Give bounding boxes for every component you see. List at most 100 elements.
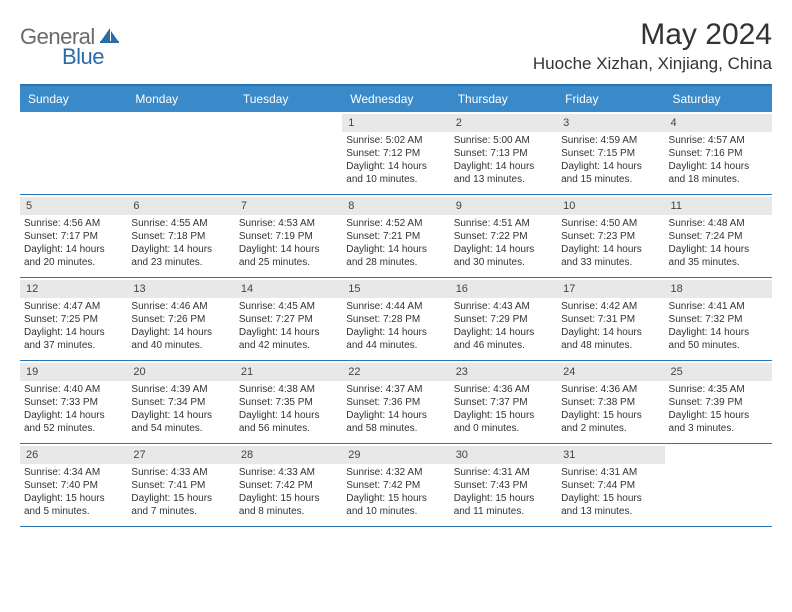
daylight-line-2: and 7 minutes.: [131, 505, 230, 518]
sunset-line: Sunset: 7:41 PM: [131, 479, 230, 492]
day-number: 9: [450, 197, 557, 215]
day-header: Sunday: [20, 86, 127, 112]
calendar-cell: 18Sunrise: 4:41 AMSunset: 7:32 PMDayligh…: [665, 278, 772, 360]
sunset-line: Sunset: 7:44 PM: [561, 479, 660, 492]
sunrise-line: Sunrise: 4:56 AM: [24, 217, 123, 230]
day-header: Thursday: [450, 86, 557, 112]
sunrise-line: Sunrise: 5:00 AM: [454, 134, 553, 147]
calendar-week: 19Sunrise: 4:40 AMSunset: 7:33 PMDayligh…: [20, 361, 772, 444]
sunrise-line: Sunrise: 4:33 AM: [131, 466, 230, 479]
day-header: Wednesday: [342, 86, 449, 112]
daylight-line-1: Daylight: 14 hours: [669, 160, 768, 173]
daylight-line-1: Daylight: 14 hours: [24, 243, 123, 256]
sunset-line: Sunset: 7:15 PM: [561, 147, 660, 160]
daylight-line-1: Daylight: 15 hours: [131, 492, 230, 505]
day-number: 26: [20, 446, 127, 464]
calendar-cell: 3Sunrise: 4:59 AMSunset: 7:15 PMDaylight…: [557, 112, 664, 194]
sunset-line: Sunset: 7:33 PM: [24, 396, 123, 409]
sunset-line: Sunset: 7:34 PM: [131, 396, 230, 409]
calendar-cell: 16Sunrise: 4:43 AMSunset: 7:29 PMDayligh…: [450, 278, 557, 360]
daylight-line-2: and 52 minutes.: [24, 422, 123, 435]
calendar-cell: 29Sunrise: 4:32 AMSunset: 7:42 PMDayligh…: [342, 444, 449, 526]
daylight-line-1: Daylight: 15 hours: [669, 409, 768, 422]
calendar-cell: .: [127, 112, 234, 194]
sunset-line: Sunset: 7:24 PM: [669, 230, 768, 243]
daylight-line-1: Daylight: 14 hours: [346, 409, 445, 422]
sunrise-line: Sunrise: 4:53 AM: [239, 217, 338, 230]
calendar-cell: 22Sunrise: 4:37 AMSunset: 7:36 PMDayligh…: [342, 361, 449, 443]
daylight-line-1: Daylight: 14 hours: [131, 409, 230, 422]
calendar-cell: 4Sunrise: 4:57 AMSunset: 7:16 PMDaylight…: [665, 112, 772, 194]
sunset-line: Sunset: 7:25 PM: [24, 313, 123, 326]
calendar-cell: 20Sunrise: 4:39 AMSunset: 7:34 PMDayligh…: [127, 361, 234, 443]
sunset-line: Sunset: 7:16 PM: [669, 147, 768, 160]
daylight-line-1: Daylight: 15 hours: [561, 409, 660, 422]
daylight-line-2: and 48 minutes.: [561, 339, 660, 352]
daylight-line-2: and 0 minutes.: [454, 422, 553, 435]
day-number: 21: [235, 363, 342, 381]
calendar-cell: 10Sunrise: 4:50 AMSunset: 7:23 PMDayligh…: [557, 195, 664, 277]
day-number: 28: [235, 446, 342, 464]
daylight-line-1: Daylight: 15 hours: [346, 492, 445, 505]
calendar-cell: 11Sunrise: 4:48 AMSunset: 7:24 PMDayligh…: [665, 195, 772, 277]
calendar-week: ...1Sunrise: 5:02 AMSunset: 7:12 PMDayli…: [20, 112, 772, 195]
sunrise-line: Sunrise: 4:39 AM: [131, 383, 230, 396]
calendar-cell: 19Sunrise: 4:40 AMSunset: 7:33 PMDayligh…: [20, 361, 127, 443]
sunrise-line: Sunrise: 4:57 AM: [669, 134, 768, 147]
day-number: 6: [127, 197, 234, 215]
sunrise-line: Sunrise: 4:59 AM: [561, 134, 660, 147]
calendar-week: 26Sunrise: 4:34 AMSunset: 7:40 PMDayligh…: [20, 444, 772, 527]
calendar-cell: 12Sunrise: 4:47 AMSunset: 7:25 PMDayligh…: [20, 278, 127, 360]
sunrise-line: Sunrise: 4:36 AM: [454, 383, 553, 396]
sunrise-line: Sunrise: 4:44 AM: [346, 300, 445, 313]
daylight-line-1: Daylight: 15 hours: [561, 492, 660, 505]
day-number: 30: [450, 446, 557, 464]
daylight-line-2: and 35 minutes.: [669, 256, 768, 269]
sunset-line: Sunset: 7:36 PM: [346, 396, 445, 409]
sunset-line: Sunset: 7:17 PM: [24, 230, 123, 243]
calendar-cell: 2Sunrise: 5:00 AMSunset: 7:13 PMDaylight…: [450, 112, 557, 194]
daylight-line-2: and 3 minutes.: [669, 422, 768, 435]
daylight-line-2: and 54 minutes.: [131, 422, 230, 435]
day-number: 23: [450, 363, 557, 381]
sunrise-line: Sunrise: 5:02 AM: [346, 134, 445, 147]
calendar-cell: 24Sunrise: 4:36 AMSunset: 7:38 PMDayligh…: [557, 361, 664, 443]
sunset-line: Sunset: 7:35 PM: [239, 396, 338, 409]
calendar-cell: .: [235, 112, 342, 194]
calendar-cell: 15Sunrise: 4:44 AMSunset: 7:28 PMDayligh…: [342, 278, 449, 360]
calendar-week: 5Sunrise: 4:56 AMSunset: 7:17 PMDaylight…: [20, 195, 772, 278]
calendar-cell: 9Sunrise: 4:51 AMSunset: 7:22 PMDaylight…: [450, 195, 557, 277]
daylight-line-2: and 40 minutes.: [131, 339, 230, 352]
daylight-line-1: Daylight: 14 hours: [669, 243, 768, 256]
daylight-line-1: Daylight: 15 hours: [454, 492, 553, 505]
daylight-line-2: and 10 minutes.: [346, 505, 445, 518]
sunset-line: Sunset: 7:42 PM: [346, 479, 445, 492]
day-header: Monday: [127, 86, 234, 112]
day-number: 17: [557, 280, 664, 298]
day-number: 1: [342, 114, 449, 132]
daylight-line-1: Daylight: 14 hours: [561, 160, 660, 173]
sunset-line: Sunset: 7:26 PM: [131, 313, 230, 326]
daylight-line-1: Daylight: 14 hours: [346, 243, 445, 256]
calendar-cell: 5Sunrise: 4:56 AMSunset: 7:17 PMDaylight…: [20, 195, 127, 277]
sunrise-line: Sunrise: 4:42 AM: [561, 300, 660, 313]
sunrise-line: Sunrise: 4:47 AM: [24, 300, 123, 313]
calendar-cell: 31Sunrise: 4:31 AMSunset: 7:44 PMDayligh…: [557, 444, 664, 526]
daylight-line-2: and 42 minutes.: [239, 339, 338, 352]
sunrise-line: Sunrise: 4:31 AM: [561, 466, 660, 479]
sunset-line: Sunset: 7:23 PM: [561, 230, 660, 243]
sunrise-line: Sunrise: 4:45 AM: [239, 300, 338, 313]
calendar-cell: 28Sunrise: 4:33 AMSunset: 7:42 PMDayligh…: [235, 444, 342, 526]
day-number: 7: [235, 197, 342, 215]
daylight-line-1: Daylight: 15 hours: [24, 492, 123, 505]
calendar-cell: 8Sunrise: 4:52 AMSunset: 7:21 PMDaylight…: [342, 195, 449, 277]
sunrise-line: Sunrise: 4:36 AM: [561, 383, 660, 396]
sunset-line: Sunset: 7:12 PM: [346, 147, 445, 160]
daylight-line-1: Daylight: 14 hours: [561, 326, 660, 339]
day-header: Tuesday: [235, 86, 342, 112]
sunset-line: Sunset: 7:22 PM: [454, 230, 553, 243]
daylight-line-2: and 10 minutes.: [346, 173, 445, 186]
daylight-line-2: and 13 minutes.: [454, 173, 553, 186]
sunset-line: Sunset: 7:27 PM: [239, 313, 338, 326]
day-number: 2: [450, 114, 557, 132]
